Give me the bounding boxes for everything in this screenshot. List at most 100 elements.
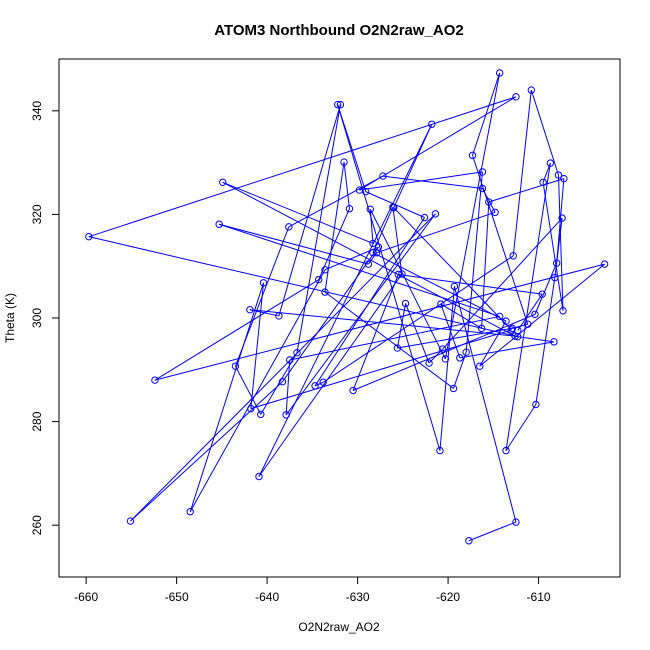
- series-line-segment: [542, 182, 564, 311]
- series-line-segment: [479, 263, 605, 367]
- data-point: [560, 174, 568, 183]
- series-line-segment: [444, 72, 501, 360]
- data-point: [550, 338, 558, 346]
- data-point: [286, 356, 294, 364]
- data-point: [247, 404, 255, 413]
- series-line-segment: [382, 175, 483, 189]
- series-line-segment: [324, 291, 454, 389]
- series-line-segment: [296, 104, 341, 353]
- series-line-segment: [530, 89, 559, 176]
- data-point: [355, 186, 364, 194]
- data-point: [558, 214, 566, 222]
- series-line-segment: [88, 96, 517, 238]
- series-line-segment: [465, 171, 483, 353]
- data-point: [478, 168, 487, 176]
- data-point: [478, 184, 487, 193]
- data-point: [215, 220, 223, 228]
- series-line-segment: [250, 329, 512, 410]
- series-line-segment: [282, 246, 379, 383]
- data-point: [321, 288, 329, 296]
- series-line-segment: [285, 359, 291, 415]
- series-line-segment: [250, 282, 264, 409]
- data-point: [450, 282, 459, 291]
- data-point: [340, 158, 348, 166]
- x-tick-label: -620: [436, 590, 460, 604]
- series-line-segment: [459, 341, 555, 359]
- series-line-segment: [442, 217, 563, 350]
- data-point: [246, 306, 254, 314]
- data-point: [219, 178, 227, 186]
- series-line-segment: [189, 282, 264, 512]
- data-point: [379, 172, 387, 180]
- data-point: [512, 518, 520, 526]
- x-axis-label: O2N2raw_AO2: [298, 620, 380, 634]
- data-point: [126, 517, 135, 525]
- data-point: [437, 300, 445, 308]
- series-line-segment: [288, 175, 384, 228]
- x-axis: -660 -650 -640 -630 -620 -610: [74, 576, 551, 604]
- series-line-segment: [130, 213, 436, 522]
- data-point: [420, 213, 429, 222]
- series-line-segment: [505, 163, 551, 451]
- series-line-segment: [453, 286, 517, 523]
- x-tick-label: -630: [346, 590, 370, 604]
- data-point: [477, 324, 486, 333]
- data-point: [552, 259, 561, 267]
- series-line-segment: [372, 252, 507, 322]
- series-line-segment: [249, 309, 516, 337]
- series-line-segment: [512, 90, 532, 256]
- series-line-segment: [189, 269, 326, 512]
- data-point: [462, 348, 470, 356]
- y-tick-label: 280: [30, 411, 44, 431]
- series-line-segment: [372, 206, 394, 253]
- series-line-segment: [369, 208, 446, 360]
- data-point: [282, 411, 290, 419]
- data-point: [551, 273, 559, 282]
- data-point: [186, 508, 194, 516]
- series-line-segment: [398, 273, 543, 295]
- data-point: [275, 312, 283, 320]
- series-line-segment: [376, 211, 496, 254]
- series-line-segment: [219, 223, 369, 265]
- series-line-segment: [318, 208, 350, 280]
- series-line-segment: [222, 181, 516, 337]
- data-point: [532, 400, 540, 409]
- y-tick-label: 320: [30, 204, 44, 224]
- series-line-segment: [472, 155, 529, 325]
- data-point: [538, 290, 546, 298]
- series-line-segment: [222, 181, 374, 244]
- series-point-group: [85, 69, 609, 545]
- data-point: [554, 171, 563, 179]
- data-point: [502, 446, 510, 455]
- data-point: [436, 446, 444, 455]
- series-line-segment: [393, 207, 512, 331]
- series-line-segment: [517, 293, 543, 331]
- data-point: [495, 312, 504, 321]
- data-point: [491, 208, 499, 217]
- series-line-segment: [154, 279, 319, 381]
- series-line-segment: [369, 209, 374, 244]
- series-line-segment: [337, 104, 367, 192]
- series-line-segment: [219, 223, 500, 317]
- data-point: [431, 210, 440, 218]
- series-line-segment: [482, 188, 496, 213]
- data-point: [321, 266, 329, 274]
- series-line-segment: [260, 352, 298, 415]
- data-point: [502, 317, 510, 325]
- data-point: [394, 270, 403, 279]
- data-point: [449, 384, 458, 393]
- data-point: [259, 279, 268, 287]
- data-point: [441, 355, 450, 363]
- series-line-segment: [505, 404, 537, 451]
- plot-frame: [58, 58, 621, 578]
- data-point: [293, 349, 301, 357]
- data-point: [485, 198, 493, 206]
- data-point: [546, 159, 555, 167]
- series-line-segment: [130, 381, 283, 522]
- data-point: [456, 354, 464, 362]
- data-point: [345, 205, 354, 213]
- data-point: [255, 472, 263, 481]
- series-line-segment: [439, 286, 455, 451]
- data-point: [600, 260, 609, 268]
- x-tick-label: -660: [74, 590, 98, 604]
